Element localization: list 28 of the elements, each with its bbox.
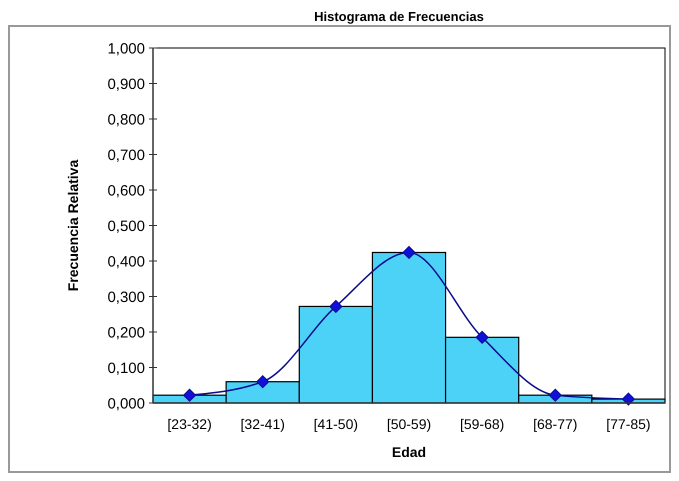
x-tick-label: [59-68) xyxy=(460,416,504,432)
y-axis-title: Frecuencia Relativa xyxy=(65,160,81,292)
chart-title: Histograma de Frecuencias xyxy=(314,9,484,24)
y-tick-label: 0,500 xyxy=(107,218,145,235)
y-tick-label: 1,000 xyxy=(107,40,145,58)
y-tick-label: 0,400 xyxy=(107,253,145,270)
y-tick-label: 0,800 xyxy=(107,111,145,128)
y-tick-label: 0,700 xyxy=(107,146,145,164)
x-tick-label: [68-77) xyxy=(533,416,578,432)
y-tick-label: 0,300 xyxy=(107,288,145,306)
x-axis-title: Edad xyxy=(392,444,426,460)
point xyxy=(183,388,196,402)
y-tick-label: 0,600 xyxy=(107,182,145,200)
x-tick-label: [77-85) xyxy=(606,416,651,432)
point xyxy=(622,392,635,406)
point xyxy=(476,330,489,344)
point xyxy=(256,375,270,388)
y-tick-label: 0,000 xyxy=(107,395,145,412)
point xyxy=(329,300,342,313)
y-tick-label: 0,200 xyxy=(107,324,145,342)
x-tick-label: [50-59) xyxy=(386,416,432,432)
y-tick-label: 0,900 xyxy=(107,76,145,93)
point xyxy=(402,246,416,259)
point xyxy=(548,388,562,402)
x-tick-label: [32-41) xyxy=(240,416,285,432)
x-tick-label: [23-32) xyxy=(167,416,212,432)
x-tick-label: [41-50) xyxy=(314,416,358,432)
y-tick-label: 0,100 xyxy=(107,360,145,377)
